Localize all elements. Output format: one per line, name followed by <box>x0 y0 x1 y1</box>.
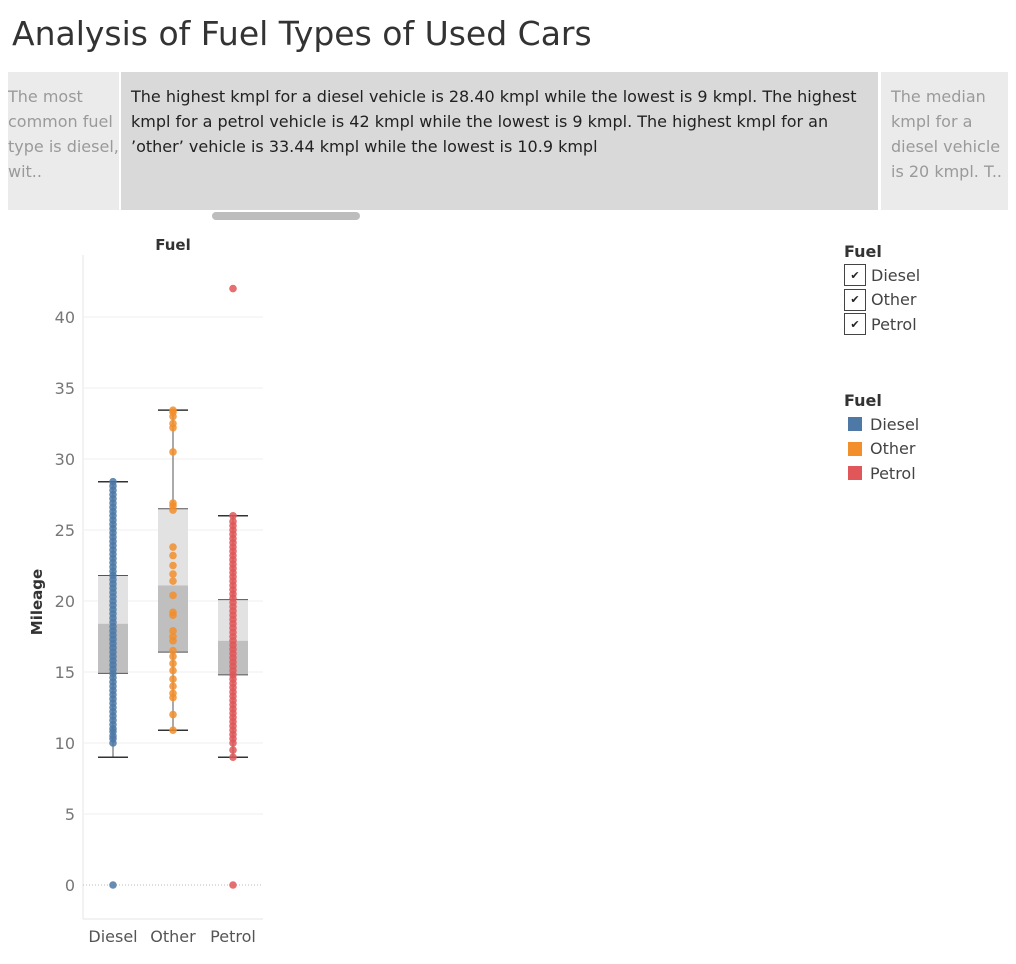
fuel-color-legend: Fuel Diesel Other Petrol <box>844 391 919 486</box>
data-point <box>169 726 177 735</box>
data-point <box>169 406 177 414</box>
x-category-label: Petrol <box>210 927 256 946</box>
story-point-previous[interactable]: The most common fuel type is diesel, wit… <box>8 72 119 210</box>
data-point <box>169 561 177 570</box>
x-category-label: Diesel <box>88 927 137 946</box>
fuel-mileage-boxplot: 0 5 10 15 20 25 30 35 40 Fuel Mileage Diesel Other Pe… <box>28 236 263 946</box>
y-tick-label: 10 <box>55 734 75 753</box>
swatch-other <box>848 441 862 456</box>
fuel-filter-legend: Fuel ✔ Diesel ✔ Other ✔ Petrol <box>844 242 920 337</box>
data-point <box>229 881 237 889</box>
y-tick-label: 20 <box>55 592 75 611</box>
data-point <box>169 577 177 585</box>
data-point <box>229 753 237 761</box>
data-point <box>109 881 117 889</box>
dashboard-title: Analysis of Fuel Types of Used Cars <box>12 14 592 53</box>
y-axis-title: Mileage <box>28 569 46 635</box>
checkbox-petrol[interactable]: ✔ <box>844 313 866 336</box>
y-tick-label: 15 <box>55 663 75 682</box>
data-point <box>169 627 177 635</box>
filter-item-other[interactable]: ✔ Other <box>844 288 920 313</box>
data-point <box>169 652 177 661</box>
color-item-petrol[interactable]: Petrol <box>844 461 919 486</box>
data-point <box>169 666 177 675</box>
column-header: Fuel <box>155 236 191 254</box>
data-point <box>169 689 177 698</box>
data-point <box>229 517 237 526</box>
swatch-petrol <box>848 466 862 481</box>
data-point <box>109 477 117 486</box>
story-point-current[interactable]: The highest kmpl for a diesel vehicle is… <box>121 72 878 210</box>
y-tick-label: 0 <box>65 876 75 895</box>
data-point <box>229 512 237 520</box>
data-point <box>169 632 177 641</box>
filter-item-petrol[interactable]: ✔ Petrol <box>844 312 920 337</box>
data-point <box>229 284 237 293</box>
data-point <box>169 448 177 456</box>
y-tick-label: 30 <box>55 450 75 469</box>
data-point <box>169 543 177 551</box>
y-tick-label: 35 <box>55 379 75 398</box>
color-item-diesel[interactable]: Diesel <box>844 412 919 437</box>
story-navigator[interactable]: The most common fuel type is diesel, wit… <box>8 72 1008 210</box>
data-point <box>169 710 177 719</box>
filter-legend-title: Fuel <box>844 242 882 261</box>
data-point <box>169 419 177 428</box>
data-point <box>169 646 177 655</box>
data-point <box>169 682 177 690</box>
swatch-diesel <box>848 417 862 432</box>
checkbox-other[interactable]: ✔ <box>844 288 866 311</box>
filter-label-other: Other <box>871 290 917 310</box>
color-item-other[interactable]: Other <box>844 437 919 462</box>
y-tick-label: 5 <box>65 805 75 824</box>
points-layer <box>109 284 237 889</box>
y-tick-label: 40 <box>55 308 75 327</box>
data-point <box>169 551 177 560</box>
data-point <box>229 746 237 754</box>
data-point <box>169 659 177 668</box>
labels-layer: 0 5 10 15 20 25 30 35 40 Fuel Mileage Diesel Other Pe… <box>28 236 256 946</box>
data-point <box>169 499 177 507</box>
y-tick-label: 25 <box>55 521 75 540</box>
color-label-other: Other <box>870 439 916 459</box>
color-legend-title: Fuel <box>844 391 882 410</box>
story-point-next[interactable]: The median kmpl for a diesel vehicle is … <box>881 72 1008 210</box>
color-label-petrol: Petrol <box>870 463 916 483</box>
filter-label-diesel: Diesel <box>871 265 921 285</box>
story-scrollbar-thumb[interactable] <box>212 212 360 220</box>
data-point <box>169 570 177 578</box>
data-point <box>169 591 177 600</box>
data-point <box>169 608 177 617</box>
filter-item-diesel[interactable]: ✔ Diesel <box>844 263 920 288</box>
data-point <box>169 675 177 683</box>
checkbox-diesel[interactable]: ✔ <box>844 264 866 287</box>
color-label-diesel: Diesel <box>870 414 920 434</box>
x-category-label: Other <box>150 927 196 946</box>
filter-label-petrol: Petrol <box>871 314 917 334</box>
